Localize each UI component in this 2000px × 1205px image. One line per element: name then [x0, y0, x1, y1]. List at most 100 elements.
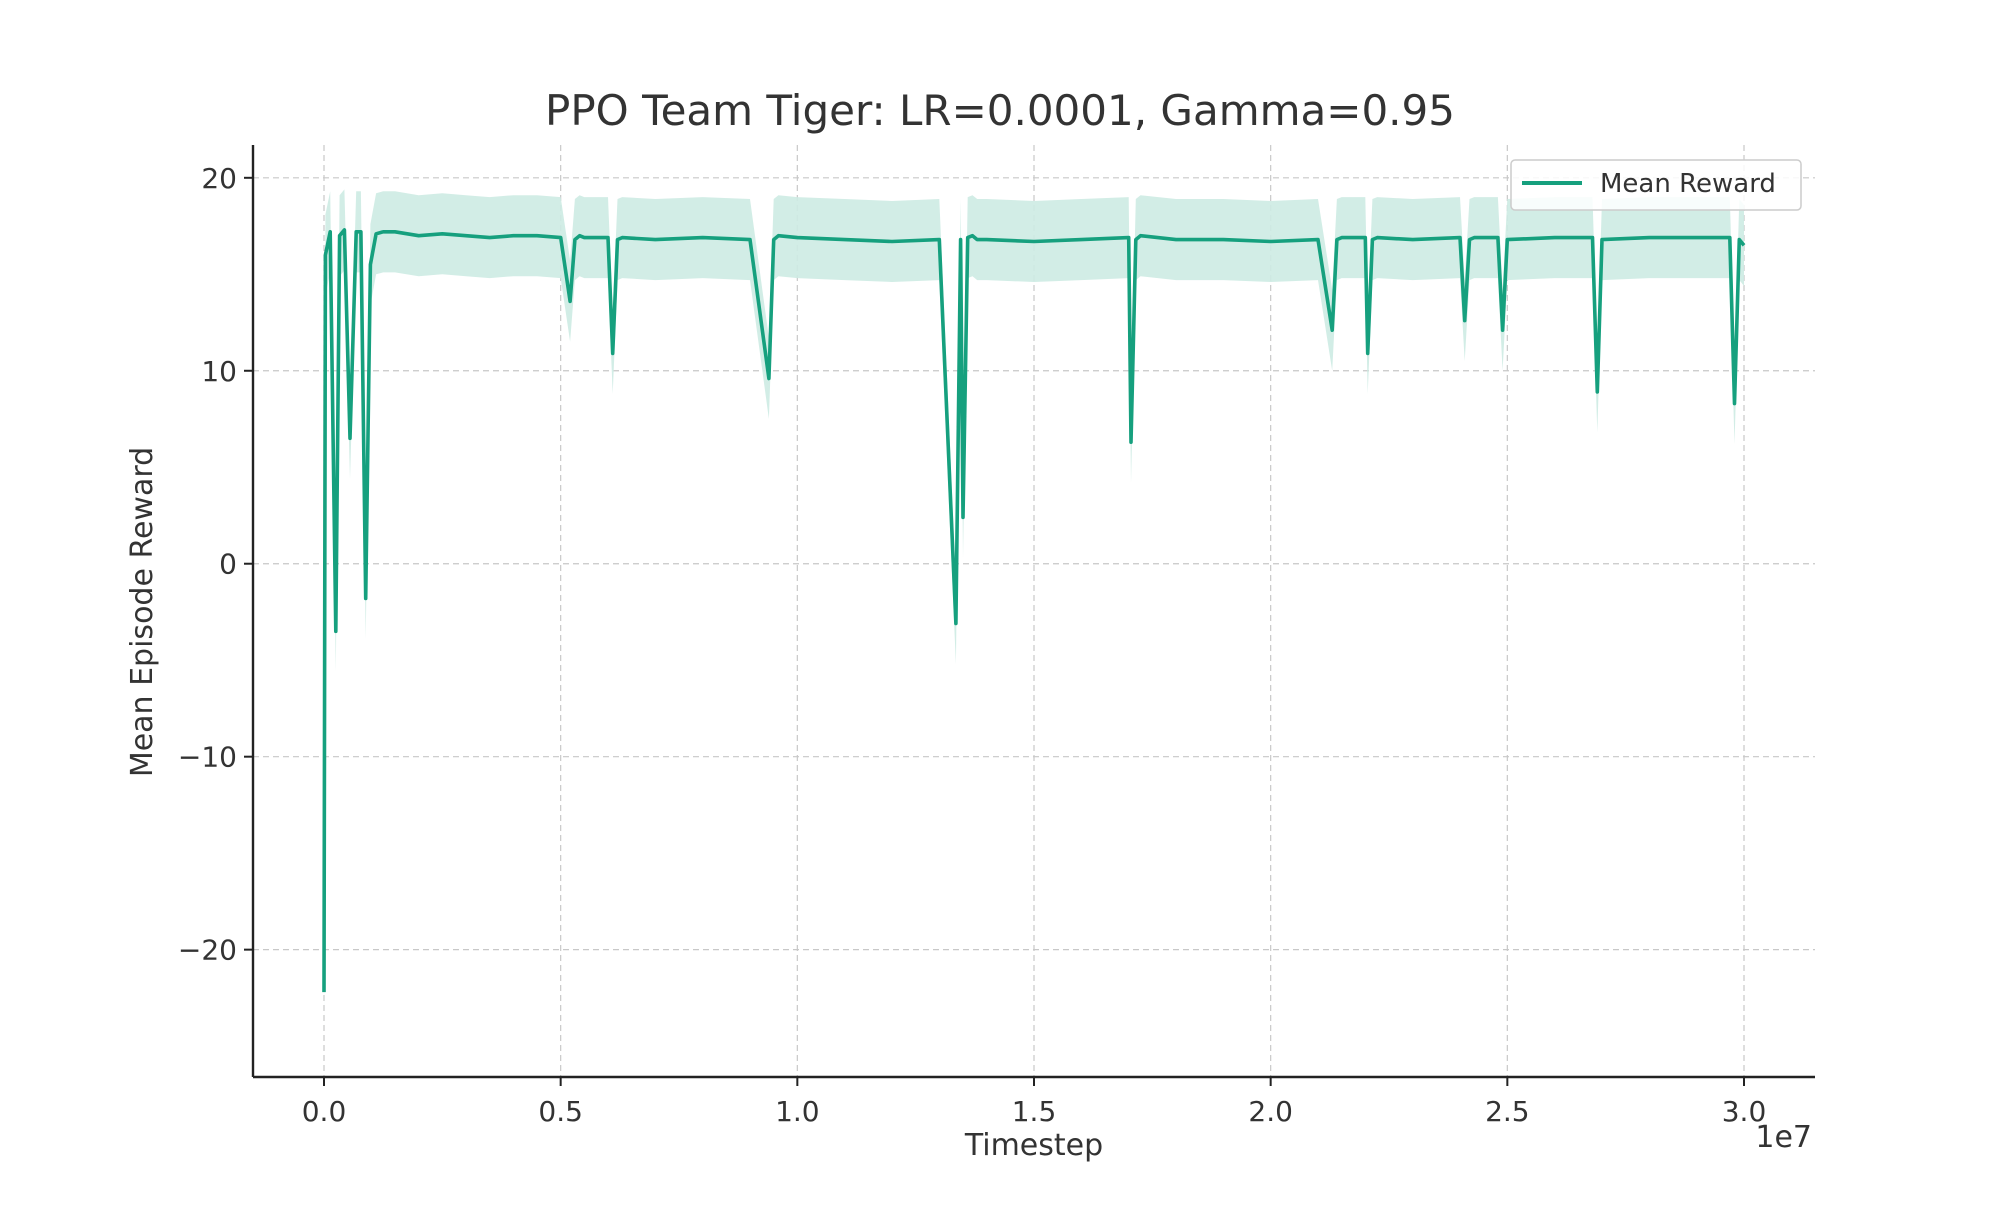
reward-point-68 — [1496, 236, 1500, 240]
reward-point-74 — [1600, 238, 1604, 242]
y-tick-label-0: −20 — [178, 934, 237, 967]
reward-point-38 — [937, 238, 941, 242]
y-tick-label-3: 10 — [201, 355, 237, 388]
reward-point-64 — [1458, 236, 1462, 240]
reward-point-35 — [795, 236, 799, 240]
x-tick-label-2: 1.0 — [775, 1095, 820, 1128]
reward-point-5 — [342, 228, 346, 232]
reward-point-75 — [1647, 236, 1651, 240]
reward-point-46 — [1032, 240, 1036, 244]
reward-point-53 — [1221, 238, 1225, 242]
reward-point-23 — [578, 234, 582, 238]
reward-point-54 — [1269, 240, 1273, 244]
reward-point-62 — [1375, 236, 1379, 240]
reward-point-25 — [606, 236, 610, 240]
reward-line — [322, 228, 1746, 993]
reward-point-16 — [464, 234, 468, 238]
reward-point-19 — [535, 234, 539, 238]
y-ticks: −20 −10 0 10 20 — [178, 162, 253, 967]
reward-point-40 — [959, 238, 963, 242]
reward-point-51 — [1139, 234, 1143, 238]
reward-point-36 — [843, 238, 847, 242]
reward-point-10 — [368, 263, 372, 267]
reward-point-17 — [488, 236, 492, 240]
reward-point-26 — [611, 351, 615, 355]
x-axis-label: Timestep — [964, 1128, 1103, 1163]
x-tick-label-6: 3.0 — [1722, 1095, 1767, 1128]
reward-point-79 — [1742, 243, 1746, 247]
reward-point-67 — [1472, 236, 1476, 240]
reward-point-11 — [374, 232, 378, 236]
reward-point-72 — [1591, 236, 1595, 240]
legend-label: Mean Reward — [1600, 169, 1776, 199]
reward-point-2 — [328, 230, 332, 234]
legend: Mean Reward — [1510, 159, 1802, 211]
reward-point-73 — [1595, 390, 1599, 394]
reward-point-18 — [511, 234, 515, 238]
reward-point-0 — [322, 990, 326, 994]
reward-point-1 — [323, 253, 327, 257]
reward-point-48 — [1127, 236, 1131, 240]
reward-point-77 — [1733, 402, 1737, 406]
x-offset-label: 1e7 — [1755, 1120, 1812, 1155]
reward-point-22 — [573, 238, 577, 242]
reward-point-24 — [582, 236, 586, 240]
y-tick-label-4: 20 — [201, 162, 237, 195]
reward-point-57 — [1335, 238, 1339, 242]
x-tick-label-5: 2.5 — [1485, 1095, 1530, 1128]
y-tick-label-1: −10 — [178, 741, 237, 774]
x-ticks: 0.0 0.5 1.0 1.5 2.0 2.5 3.0 — [302, 1077, 1767, 1128]
reward-point-56 — [1330, 328, 1334, 332]
reward-point-12 — [381, 230, 385, 234]
reward-point-27 — [616, 238, 620, 242]
y-axis-label: Mean Episode Reward — [125, 447, 160, 777]
reward-point-41 — [961, 515, 965, 519]
reward-point-43 — [971, 234, 975, 238]
reward-point-63 — [1411, 238, 1415, 242]
reward-point-37 — [890, 240, 894, 244]
reward-point-42 — [966, 236, 970, 240]
y-tick-label-2: 0 — [219, 548, 237, 581]
reward-point-9 — [364, 597, 368, 601]
reward-point-4 — [338, 234, 342, 238]
reward-point-60 — [1366, 351, 1370, 355]
reward-point-65 — [1463, 319, 1467, 323]
reward-point-31 — [748, 238, 752, 242]
x-tick-label-0: 0.0 — [302, 1095, 347, 1128]
reward-point-66 — [1468, 238, 1472, 242]
reward-point-50 — [1134, 238, 1138, 242]
reward-point-76 — [1728, 236, 1732, 240]
reward-point-70 — [1505, 238, 1509, 242]
reward-point-45 — [985, 238, 989, 242]
reward-point-15 — [440, 232, 444, 236]
reward-point-3 — [334, 629, 338, 633]
reward-point-59 — [1363, 236, 1367, 240]
reward-point-69 — [1501, 328, 1505, 332]
reward-point-39 — [954, 622, 958, 626]
reward-point-61 — [1370, 238, 1374, 242]
reward-point-6 — [348, 436, 352, 440]
reward-point-33 — [772, 238, 776, 242]
reward-point-78 — [1737, 238, 1741, 242]
reward-point-21 — [568, 299, 572, 303]
reward-point-55 — [1316, 238, 1320, 242]
chart-title: PPO Team Tiger: LR=0.0001, Gamma=0.95 — [545, 86, 1455, 135]
reward-point-20 — [559, 236, 563, 240]
reward-point-49 — [1129, 440, 1133, 444]
x-tick-label-1: 0.5 — [538, 1095, 583, 1128]
x-tick-label-3: 1.5 — [1012, 1095, 1057, 1128]
reward-point-7 — [354, 230, 358, 234]
reward-point-58 — [1340, 236, 1344, 240]
reward-point-29 — [653, 238, 657, 242]
grid — [253, 145, 1815, 1077]
reward-point-28 — [620, 236, 624, 240]
reward-point-32 — [767, 377, 771, 381]
reward-line-layer — [322, 228, 1746, 994]
legend-box — [1510, 159, 1802, 211]
reward-point-52 — [1174, 238, 1178, 242]
reward-point-34 — [776, 234, 780, 238]
reward-point-8 — [359, 230, 363, 234]
reward-point-47 — [1079, 238, 1083, 242]
